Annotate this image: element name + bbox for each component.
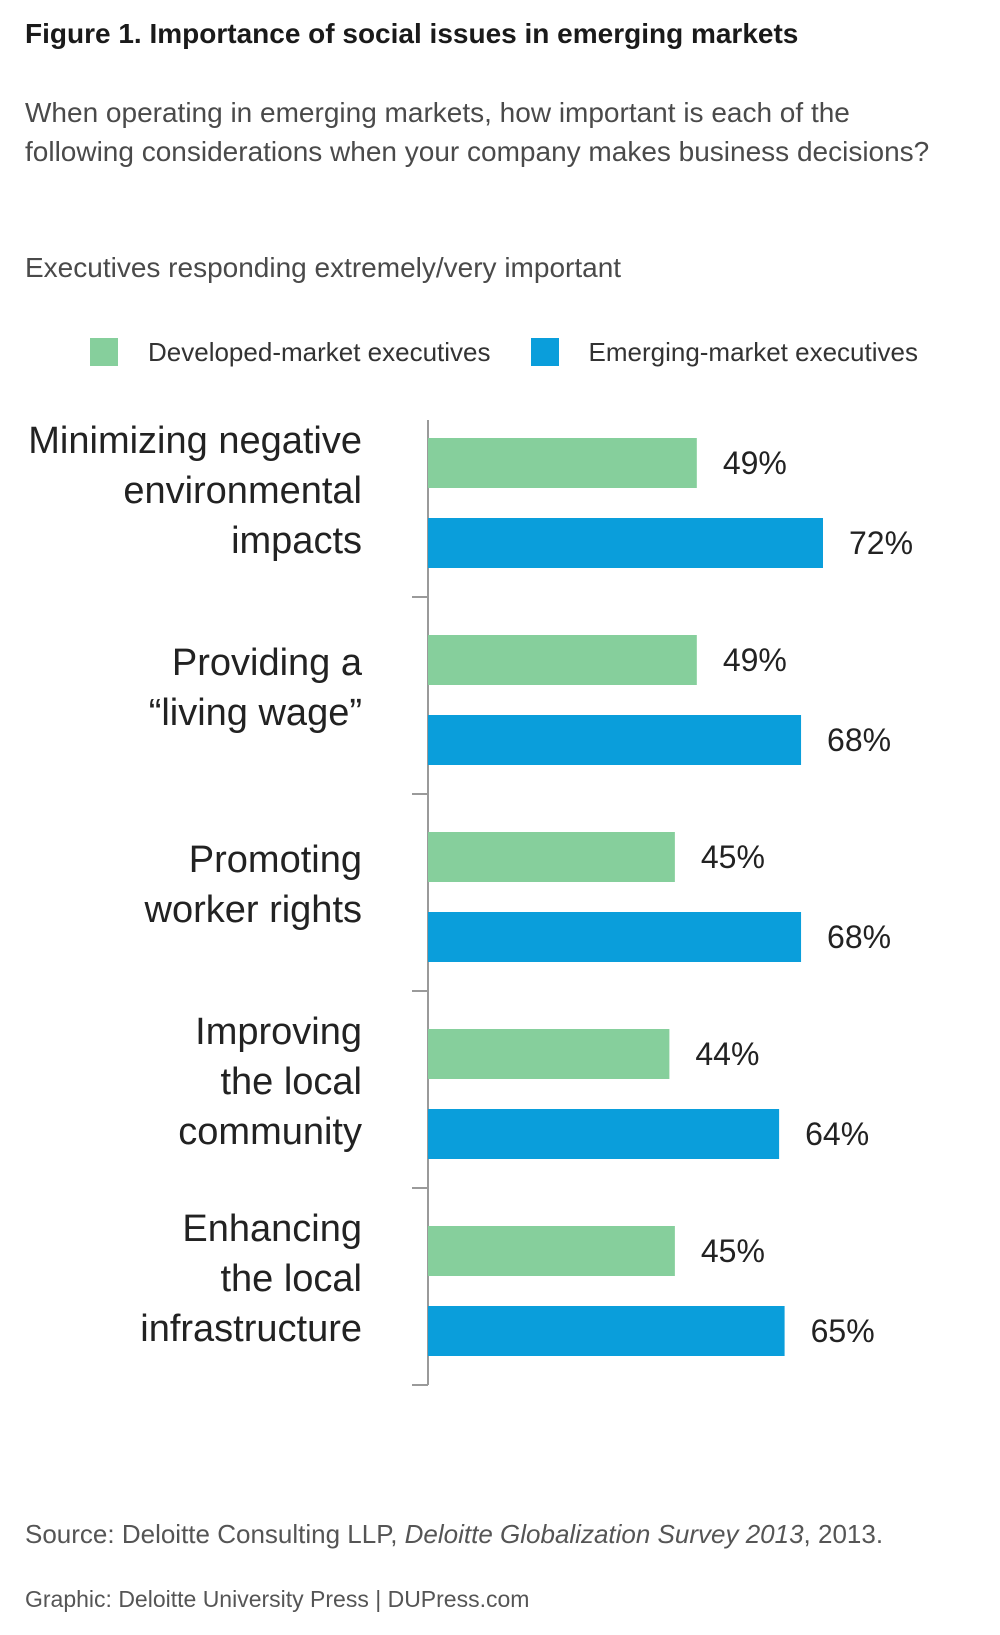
data-label: 44% <box>695 1036 759 1072</box>
bar-emerging <box>428 715 802 765</box>
data-label: 45% <box>701 839 765 875</box>
data-label: 64% <box>805 1116 869 1152</box>
bar-chart: 49% 72% Minimizing negative environmental im… <box>28 420 913 1386</box>
bar-developed <box>428 635 697 685</box>
data-label: 72% <box>849 525 913 561</box>
category-label: Minimizing negative environmental impacts <box>28 420 362 562</box>
bar-emerging <box>428 518 823 568</box>
chart-title: Figure 1. Importance of social issues in… <box>25 18 799 49</box>
data-label: 68% <box>827 919 891 955</box>
data-label: 49% <box>723 445 787 481</box>
graphic-credit: Graphic: Deloitte University Press | DUP… <box>25 1586 530 1612</box>
bar-developed <box>428 438 697 488</box>
legend-item-emerging: Emerging-market executives <box>530 336 918 368</box>
legend-item-developed: Developed-market executives <box>90 337 491 368</box>
source-title: Deloitte Globalization Survey 2013 <box>404 1519 804 1549</box>
data-label: 49% <box>723 642 787 678</box>
legend-label-developed: Developed-market executives <box>148 336 491 367</box>
data-label: 45% <box>701 1233 765 1269</box>
legend: Developed-market executives Emerging-mar… <box>90 337 958 367</box>
bar-emerging <box>428 912 802 962</box>
category-label: Providing a “living wage” <box>149 642 363 734</box>
data-label: 65% <box>811 1313 875 1349</box>
category-label: Improving the local community <box>178 1011 362 1153</box>
data-label: 68% <box>827 722 891 758</box>
bar-emerging <box>428 1109 780 1159</box>
legend-swatch-emerging <box>530 338 559 366</box>
bar-developed <box>428 1029 670 1079</box>
legend-swatch-developed <box>90 338 118 366</box>
source-prefix: Source: Deloitte Consulting LLP, <box>25 1519 405 1549</box>
category-label: Promoting worker rights <box>144 839 363 931</box>
bar-developed <box>428 1226 675 1276</box>
category-label: Enhancing the local infrastructure <box>140 1208 362 1350</box>
survey-question: When operating in emerging markets, how … <box>25 97 930 167</box>
legend-label-emerging: Emerging-market executives <box>588 336 918 367</box>
chart-subtitle: Executives responding extremely/very imp… <box>25 252 622 283</box>
bar-developed <box>428 832 675 882</box>
source-suffix: , 2013. <box>803 1519 884 1549</box>
bar-emerging <box>428 1306 785 1356</box>
source-note: Source: Deloitte Consulting LLP, Deloitt… <box>25 1519 883 1550</box>
